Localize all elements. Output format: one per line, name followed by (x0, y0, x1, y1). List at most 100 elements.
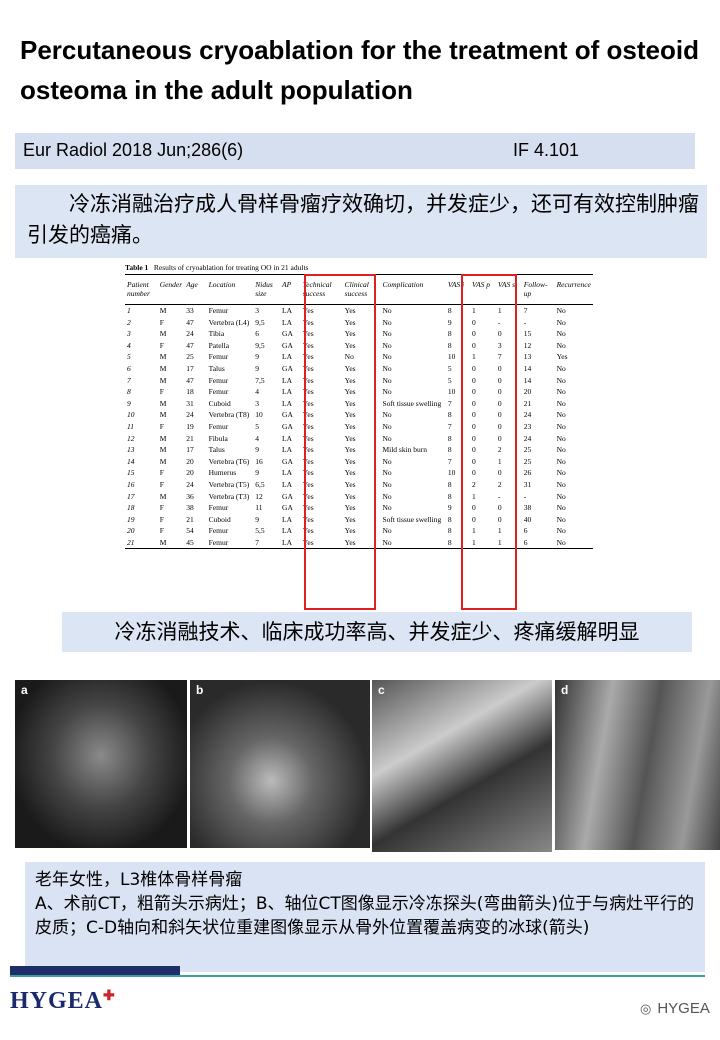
table-cell: Femur (208, 421, 229, 431)
table-cell: M (159, 398, 167, 408)
table-cell: Yes (302, 503, 314, 513)
table: Patient number Gender Age Location Nidus siz… (125, 275, 593, 550)
table-cell: Yes (302, 433, 314, 443)
table-cell: 0 (497, 421, 502, 431)
table-cell: 7 (447, 421, 452, 431)
table-cell: 0 (472, 514, 476, 524)
table-cell: Femur (208, 526, 229, 536)
ct-image: d (555, 680, 720, 850)
table-cell: Yes (344, 340, 356, 350)
table-cell: 1 (497, 526, 502, 536)
table-body: 1 M 33 Femur 3 LA Yes Yes No 8 1 1 7 No 2 F 47 Vertebra (… (125, 305, 593, 550)
table-cell: 8 (447, 479, 452, 489)
table-cell: 2 (497, 445, 502, 455)
account-name: HYGEA (657, 1000, 710, 1017)
table-cell: 0 (497, 503, 502, 513)
table-cell: Yes (344, 433, 356, 443)
table-cell: Yes (302, 479, 314, 489)
table-cell: M (159, 410, 167, 420)
table-cell: Vertebra (T3) (208, 491, 250, 501)
table-cell: M (159, 306, 167, 315)
table-cell: 10 (447, 468, 456, 478)
table-cell: 8 (447, 526, 452, 536)
table-cell: F (159, 526, 164, 536)
table-cell: 0 (497, 363, 502, 373)
table-cell: 8 (447, 433, 452, 443)
caption-body: A、术前CT，粗箭头示病灶；B、轴位CT图像显示冷冻探头(弯曲箭头)位于与病灶平… (35, 894, 695, 938)
table-cell: 0 (472, 317, 476, 327)
column-header: Nidus size (253, 275, 281, 305)
table-cell: 17 (186, 445, 194, 455)
table-cell: 20 (523, 387, 532, 397)
table-cell: Yes (344, 421, 356, 431)
table-cell: 20 (186, 456, 194, 466)
table-row: 14 M 20 Vertebra (T6) 16 GA Yes Yes No 7 0 1 25 No (125, 456, 593, 468)
table-cell: Yes (344, 491, 356, 501)
table-cell: Talus (208, 445, 225, 455)
table-cell: 7 (447, 398, 452, 408)
table-cell: 8 (447, 340, 452, 350)
table-cell: 1 (497, 456, 502, 466)
table-cell: F (159, 387, 164, 397)
table-cell: No (382, 456, 392, 466)
table-cell: 19 (127, 514, 135, 524)
highlight-box (304, 274, 376, 610)
table-cell: GA (282, 491, 293, 501)
ct-image: b (190, 680, 370, 848)
table-row: 9 M 31 Cuboid 3 LA Yes Yes Soft tissue swelling 7… (125, 398, 593, 410)
table-row: 5 M 25 Femur 9 LA Yes No No 10 1 7 13 Yes (125, 351, 593, 363)
table-cell: 12 (127, 433, 135, 443)
table-cell: Yes (302, 526, 314, 536)
table-label: Table 1 (125, 263, 149, 272)
table-cell: 6 (255, 329, 259, 339)
table-cell: 2 (497, 479, 502, 489)
table-cell: No (556, 375, 566, 385)
table-cell: M (159, 456, 167, 466)
table-cell: Yes (344, 526, 356, 536)
table-cell: - (523, 491, 527, 501)
table-row: 10 M 24 Vertebra (T8) 10 GA Yes Yes No 8 0 0 24 No (125, 409, 593, 421)
table-cell: Femur (206, 536, 254, 550)
table-row: 8 F 18 Femur 4 LA Yes Yes No 10 0 0 20 No (125, 386, 593, 398)
table-cell: F (159, 514, 164, 524)
table-cell: 3 (255, 306, 259, 315)
panel-label: c (378, 683, 385, 697)
table-cell: No (556, 526, 566, 536)
column-header: Technical success (300, 275, 343, 305)
table-cell: 31 (186, 398, 194, 408)
table-cell: 20 (186, 468, 194, 478)
table-cell: 14 (523, 363, 532, 373)
table-cell: 24 (186, 329, 194, 339)
table-cell: 9,5 (255, 317, 265, 327)
table-cell: No (382, 491, 392, 501)
table-cell: 9 (255, 363, 259, 373)
rule (10, 975, 705, 977)
table-cell: Yes (302, 375, 314, 385)
table-cell: 0 (472, 340, 476, 350)
table-cell: - (497, 491, 501, 501)
table-cell: 11 (127, 421, 134, 431)
table-cell: 47 (186, 340, 194, 350)
table-cell: M (159, 329, 167, 339)
table-cell: Cuboid (208, 398, 231, 408)
table-row: 1 M 33 Femur 3 LA Yes Yes No 8 1 1 7 No (125, 305, 593, 317)
table-cell: LA (282, 445, 293, 455)
table-cell: 1 (472, 306, 476, 315)
journal: Eur Radiol 2018 Jun;286(6) (23, 140, 244, 160)
panel-label: b (196, 683, 204, 697)
table-cell: 4 (255, 387, 259, 397)
table-cell: 7 (127, 375, 131, 385)
table-cell: F (159, 503, 164, 513)
table-cell: 8 (127, 387, 131, 397)
table-cell: 9 (447, 317, 452, 327)
table-cell: 10 (127, 410, 135, 420)
table-cell: 5 (447, 363, 452, 373)
table-cell: 21 (186, 514, 194, 524)
table-cell: 6 (523, 526, 528, 536)
table-cell: Yes (344, 329, 356, 339)
table-cell: 5 (447, 375, 452, 385)
table-cell: 14 (127, 456, 135, 466)
table-row: 20 F 54 Femur 5,5 LA Yes Yes No 8 1 1 6 No (125, 525, 593, 537)
table-cell: No (382, 410, 392, 420)
